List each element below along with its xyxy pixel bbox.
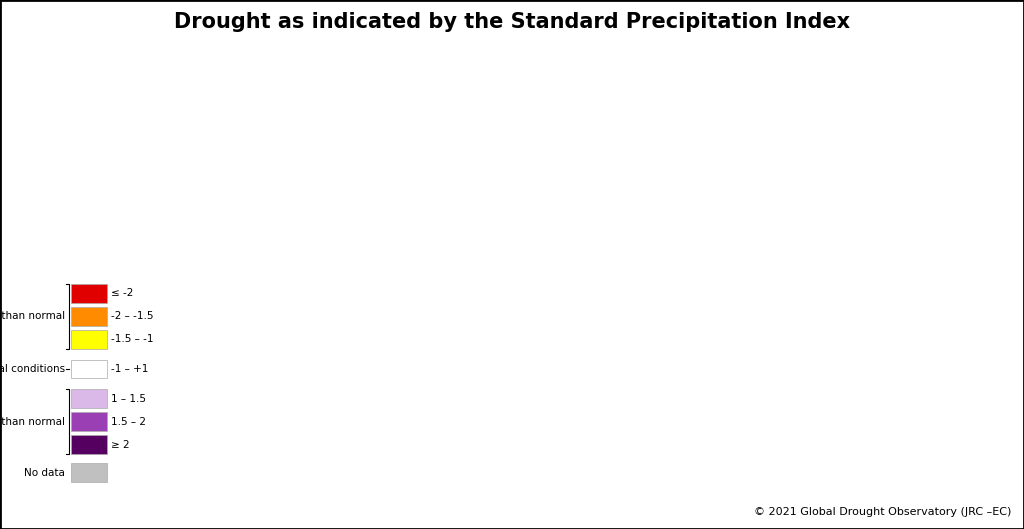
FancyBboxPatch shape — [71, 360, 108, 378]
FancyBboxPatch shape — [71, 389, 108, 408]
FancyBboxPatch shape — [71, 463, 108, 482]
FancyBboxPatch shape — [71, 284, 108, 303]
Text: -2 – -1.5: -2 – -1.5 — [111, 312, 154, 322]
Text: -1.5 – -1: -1.5 – -1 — [111, 334, 154, 344]
FancyBboxPatch shape — [71, 330, 108, 349]
Text: ≥ 2: ≥ 2 — [111, 440, 129, 450]
Text: -1 – +1: -1 – +1 — [111, 364, 147, 374]
Text: Drier than normal: Drier than normal — [0, 312, 65, 322]
FancyBboxPatch shape — [71, 412, 108, 431]
Text: © 2021 Global Drought Observatory (JRC –EC): © 2021 Global Drought Observatory (JRC –… — [755, 507, 1012, 517]
Text: 1.5 – 2: 1.5 – 2 — [111, 417, 145, 426]
Text: 1 – 1.5: 1 – 1.5 — [111, 394, 145, 404]
Text: ≤ -2: ≤ -2 — [111, 288, 133, 298]
FancyBboxPatch shape — [71, 435, 108, 454]
Text: Drought as indicated by the Standard Precipitation Index: Drought as indicated by the Standard Pre… — [174, 12, 850, 32]
Text: Near normal conditions: Near normal conditions — [0, 364, 65, 374]
Text: Wetter than normal: Wetter than normal — [0, 417, 65, 426]
FancyBboxPatch shape — [71, 307, 108, 326]
Text: No data: No data — [24, 468, 65, 478]
